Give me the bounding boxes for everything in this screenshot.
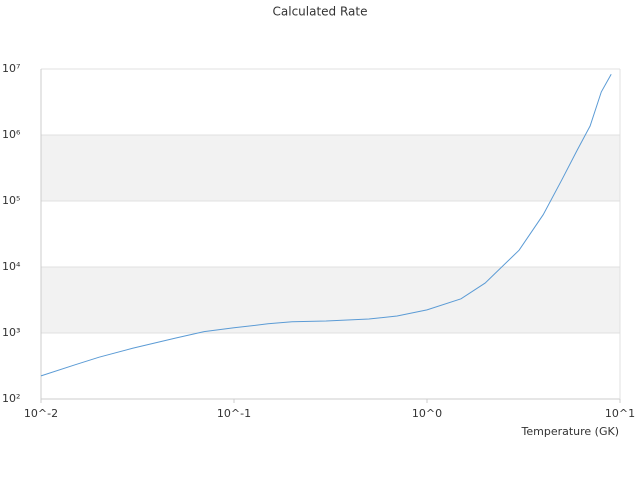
y-tick-label: 10⁷: [2, 62, 20, 75]
x-axis-label: Temperature (GK): [521, 425, 620, 438]
chart-title: Calculated Rate: [273, 5, 368, 19]
y-tick-label: 10²: [2, 392, 20, 405]
grid-band: [41, 267, 620, 333]
x-tick-label: 10^0: [412, 407, 442, 420]
y-tick-label: 10³: [2, 326, 20, 339]
y-tick-label: 10⁶: [2, 128, 21, 141]
x-tick-label: 10^-2: [24, 407, 58, 420]
grid-band: [41, 135, 620, 201]
x-tick-label: 10^1: [605, 407, 635, 420]
y-tick-label: 10⁵: [2, 194, 20, 207]
y-tick-label: 10⁴: [2, 260, 21, 273]
x-tick-label: 10^-1: [217, 407, 251, 420]
line-series: [40, 74, 612, 377]
